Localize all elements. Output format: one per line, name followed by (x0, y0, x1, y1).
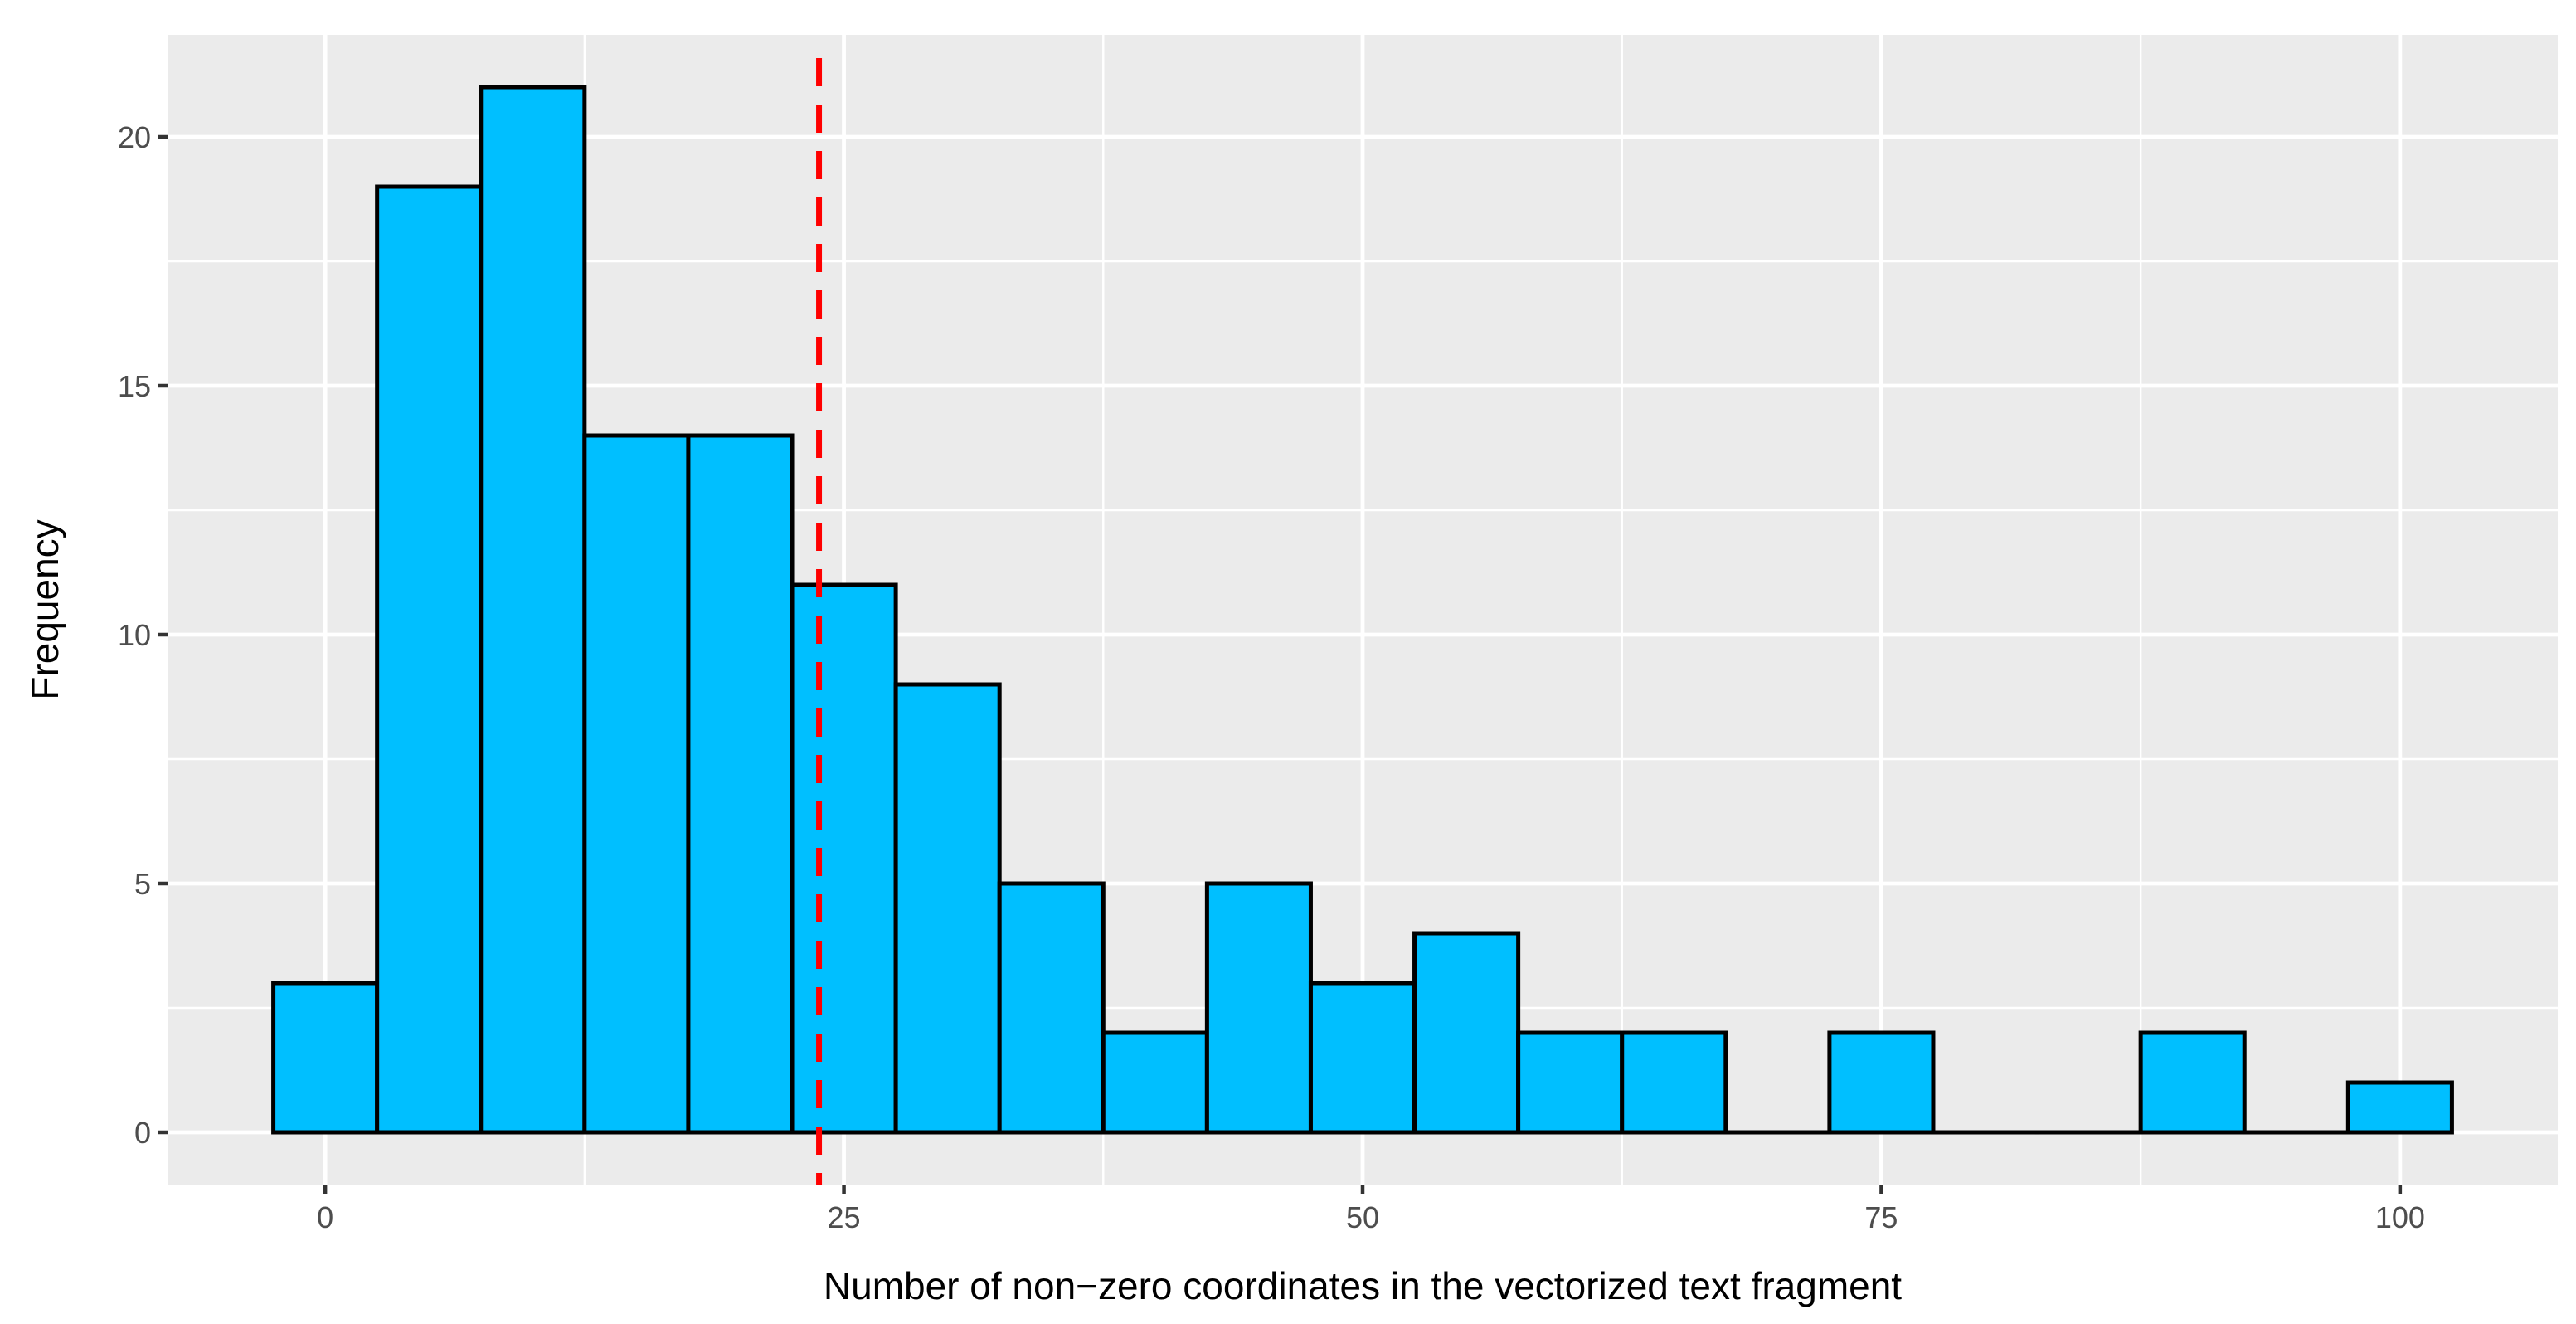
histogram-bar (1101, 1030, 1209, 1135)
histogram-bar (271, 981, 380, 1135)
histogram-bar (790, 582, 898, 1135)
y-axis-title: Frequency (23, 519, 66, 699)
histogram-bar (997, 881, 1106, 1135)
histogram-bar (1204, 881, 1313, 1135)
x-tick-label: 25 (828, 1200, 861, 1234)
x-tick-label: 50 (1346, 1200, 1379, 1234)
histogram-bar (375, 184, 484, 1135)
y-tick-label: 0 (134, 1116, 151, 1150)
y-tick-label: 10 (118, 618, 151, 652)
histogram-bar (1516, 1030, 1625, 1135)
histogram-bar (582, 433, 691, 1135)
x-tick-label: 0 (317, 1200, 333, 1234)
histogram-bars (271, 85, 2454, 1135)
y-tick-label: 5 (134, 867, 151, 901)
histogram-bar (893, 682, 1002, 1135)
tick-labels: 0 25 50 75 100 0 5 10 15 20 (118, 120, 2425, 1234)
y-tick-label: 20 (118, 120, 151, 154)
histogram-bar (686, 433, 795, 1135)
x-tick-label: 100 (2375, 1200, 2425, 1234)
histogram-bar (2138, 1030, 2247, 1135)
axis-ticks (158, 134, 2403, 1194)
y-tick-label: 15 (118, 369, 151, 403)
histogram-bar (1308, 981, 1417, 1135)
histogram-bar (1827, 1030, 1936, 1135)
x-axis-title: Number of non−zero coordinates in the ve… (824, 1264, 1902, 1307)
x-tick-label: 75 (1864, 1200, 1898, 1234)
histogram-bar (2345, 1080, 2454, 1135)
histogram-bar (1620, 1030, 1728, 1135)
histogram-bar (479, 85, 587, 1135)
histogram-bar (1412, 931, 1521, 1135)
